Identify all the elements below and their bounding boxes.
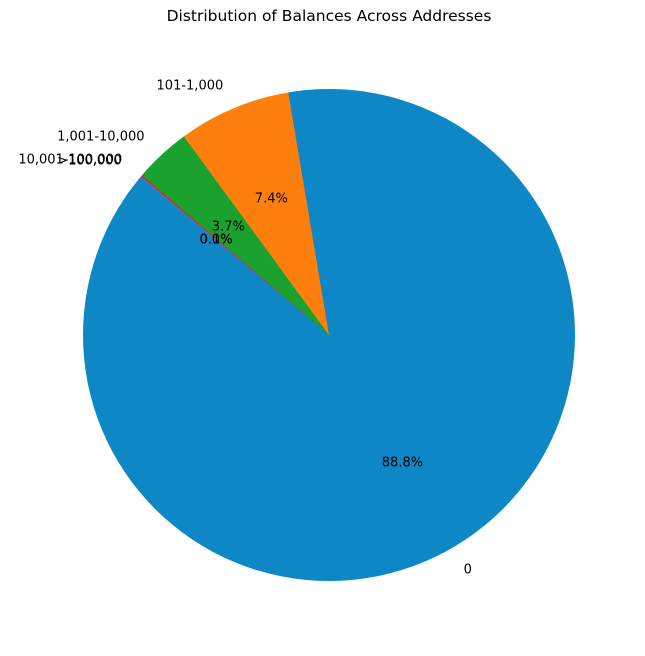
- slice-pct-label-1: 7.4%: [254, 191, 288, 207]
- slice-pct-label-2: 3.7%: [211, 219, 245, 235]
- pie-graphic: [83, 89, 575, 581]
- slice-label-4: >100,000: [57, 153, 122, 169]
- slice-pct-label-4: 0.0%: [199, 232, 233, 248]
- chart-title: Distribution of Balances Across Addresse…: [166, 7, 492, 25]
- slice-label-3: 10,001-100,000: [18, 152, 123, 168]
- slice-label-2: 1,001-10,000: [57, 129, 145, 145]
- slice-label-1: 101-1,000: [156, 78, 224, 94]
- slice-label-0: 0: [463, 562, 472, 578]
- slice-pct-label-0: 88.8%: [381, 455, 424, 471]
- slice-pct-label-3: 0.1%: [199, 232, 233, 248]
